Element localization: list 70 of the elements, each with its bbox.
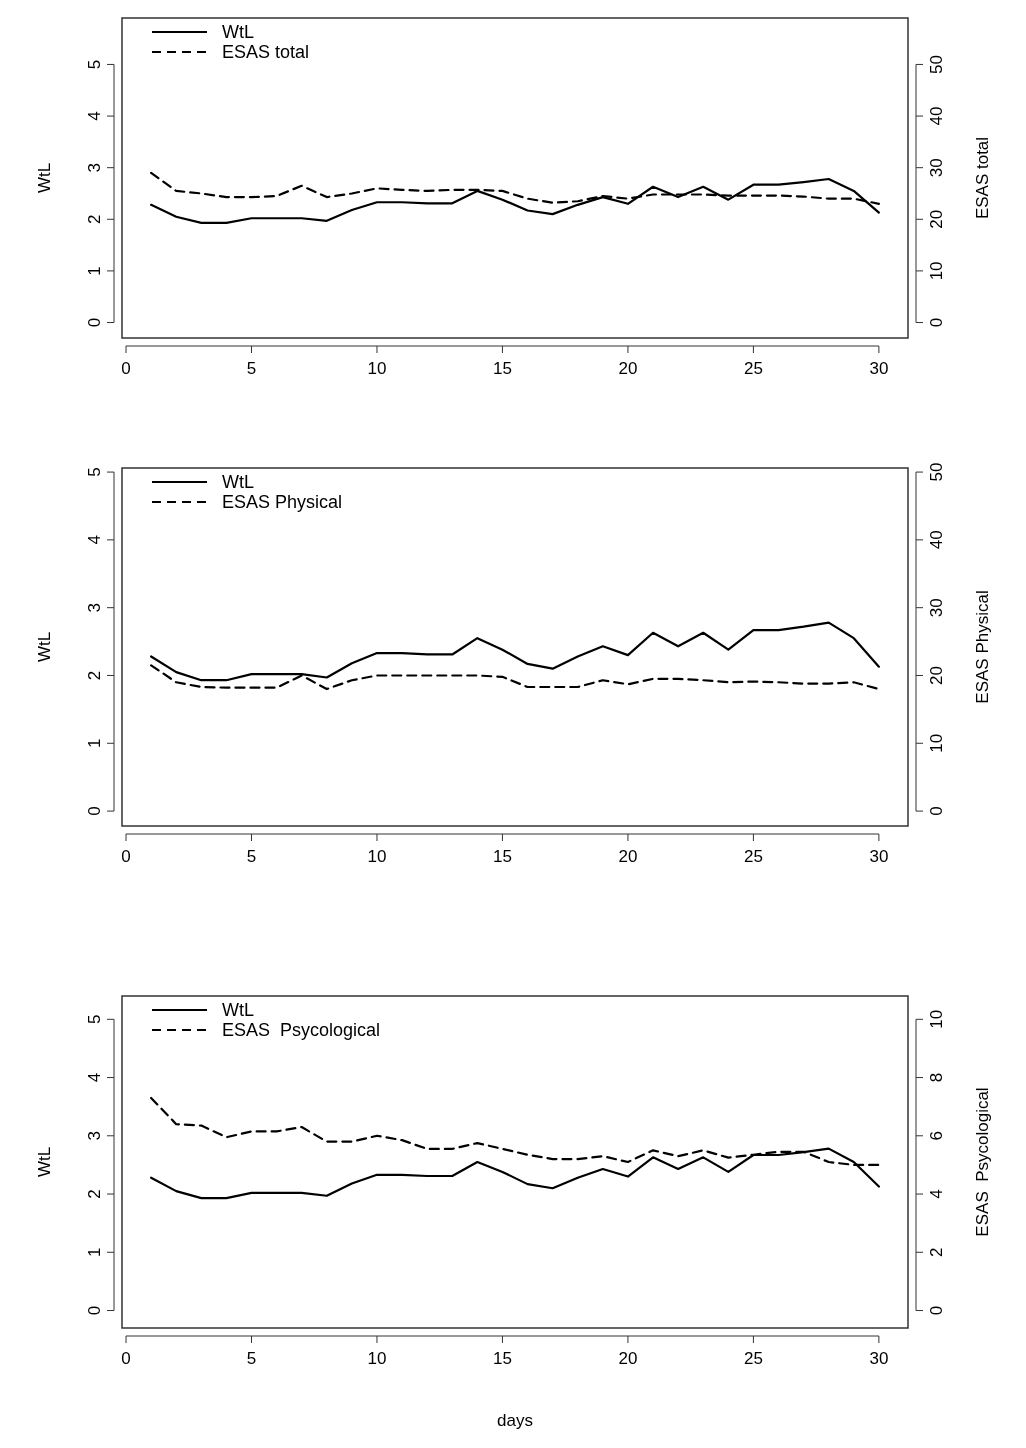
- y-tick-label: 3: [85, 602, 104, 613]
- y2-tick-label: 10: [927, 1009, 946, 1029]
- y-tick-label: 2: [85, 670, 104, 681]
- y2-tick-label: 20: [927, 666, 946, 685]
- x-tick-label: 0: [121, 1349, 131, 1368]
- x-tick-label: 10: [367, 1349, 387, 1368]
- x-tick-label: 10: [367, 359, 387, 378]
- legend-label: ESAS Psycological: [222, 1020, 381, 1040]
- y-axis-title: WtL: [35, 162, 54, 194]
- y2-tick-label: 10: [927, 733, 946, 753]
- y2-tick-label: 50: [927, 54, 946, 74]
- y2-axis-title: ESAS total: [973, 136, 992, 220]
- y-tick-label: 4: [85, 1072, 104, 1083]
- y2-tick-label: 8: [927, 1072, 946, 1083]
- y2-tick-label: 0: [927, 806, 946, 816]
- x-tick-label: 5: [246, 359, 257, 378]
- y2-tick-label: 0: [927, 317, 946, 328]
- y2-tick-label: 6: [927, 1131, 946, 1141]
- y-tick-label: 5: [85, 467, 104, 477]
- y-tick-label: 2: [85, 1189, 104, 1199]
- y-axis-title: WtL: [35, 631, 54, 663]
- y-tick-label: 3: [85, 162, 104, 173]
- y-axis-title: WtL: [35, 1146, 54, 1178]
- y-tick-label: 5: [85, 1014, 104, 1025]
- y2-tick-label: 4: [927, 1189, 946, 1199]
- x-tick-label: 0: [121, 359, 131, 378]
- x-tick-label: 30: [869, 847, 889, 866]
- y2-tick-label: 30: [927, 598, 946, 618]
- x-tick-label: 0: [121, 847, 131, 866]
- y-tick-label: 0: [85, 806, 104, 816]
- x-tick-label: 20: [618, 847, 638, 866]
- x-tick-label: 15: [492, 847, 512, 866]
- y2-tick-label: 40: [927, 106, 946, 126]
- legend-label: WtL: [222, 22, 255, 42]
- y-tick-label: 3: [85, 1131, 104, 1141]
- x-tick-label: 20: [618, 359, 638, 378]
- y-tick-label: 0: [85, 1305, 104, 1316]
- y-tick-label: 5: [85, 59, 104, 70]
- x-tick-label: 15: [492, 359, 512, 378]
- y2-axis-title: ESAS Physical: [973, 590, 992, 704]
- x-tick-label: 10: [367, 847, 387, 866]
- y-tick-label: 1: [85, 1247, 104, 1258]
- x-tick-label: 25: [743, 847, 763, 866]
- x-tick-label: 20: [618, 1349, 638, 1368]
- legend-label: WtL: [222, 472, 255, 492]
- y2-tick-label: 2: [927, 1247, 946, 1258]
- y-tick-label: 1: [85, 266, 104, 276]
- y2-axis-title: ESAS Psycological: [973, 1087, 992, 1237]
- y-tick-label: 4: [85, 111, 104, 121]
- legend-label: ESAS Physical: [222, 492, 343, 512]
- x-tick-label: 15: [492, 1349, 512, 1368]
- y-tick-label: 4: [85, 535, 104, 545]
- x-axis-title: days: [497, 1411, 533, 1430]
- x-tick-label: 5: [246, 1349, 257, 1368]
- x-tick-label: 5: [246, 847, 257, 866]
- y-tick-label: 1: [85, 738, 104, 749]
- y2-tick-label: 20: [927, 209, 946, 229]
- x-tick-label: 25: [743, 1349, 763, 1368]
- y-tick-label: 2: [85, 214, 104, 225]
- x-tick-label: 25: [743, 359, 763, 378]
- legend-label: ESAS total: [222, 42, 310, 62]
- y2-tick-label: 30: [927, 158, 946, 178]
- y2-tick-label: 0: [927, 1305, 946, 1316]
- legend-label: WtL: [222, 1000, 255, 1020]
- y2-tick-label: 40: [927, 530, 946, 550]
- x-tick-label: 30: [869, 359, 889, 378]
- y2-tick-label: 50: [927, 462, 946, 482]
- y-tick-label: 0: [85, 317, 104, 328]
- x-tick-label: 30: [869, 1349, 889, 1368]
- y2-tick-label: 10: [927, 261, 946, 281]
